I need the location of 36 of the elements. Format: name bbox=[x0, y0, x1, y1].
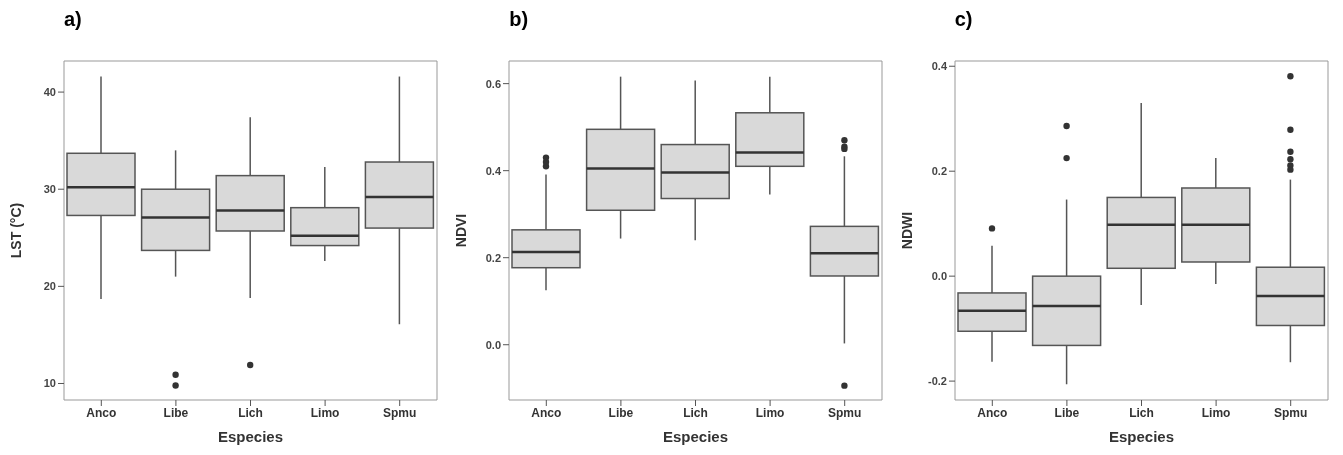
y-tick-label: 30 bbox=[43, 183, 56, 196]
x-tick-label: Anco bbox=[976, 405, 1007, 420]
y-axis-title: NDWI bbox=[898, 211, 915, 250]
x-tick-label: Libe bbox=[608, 405, 634, 420]
y-axis-title: NDVI bbox=[453, 213, 470, 248]
y-tick-label: 0.0 bbox=[486, 338, 502, 351]
x-tick-label: Anco bbox=[531, 405, 562, 420]
y-axis-title: LST (°C) bbox=[7, 202, 24, 259]
chart-title: b) bbox=[509, 8, 529, 31]
chart-title: a) bbox=[64, 8, 82, 31]
x-tick-label: Limo bbox=[756, 405, 785, 420]
y-tick-label: 0.2 bbox=[931, 165, 947, 178]
x-tick-label: Lich bbox=[238, 405, 263, 420]
x-axis-title: Especies bbox=[663, 428, 729, 445]
y-tick-label: 20 bbox=[43, 280, 56, 293]
x-tick-label: Libe bbox=[1054, 405, 1080, 420]
x-axis-title: Especies bbox=[1108, 428, 1174, 445]
x-tick-label: Lich bbox=[1128, 405, 1154, 420]
x-tick-label: Spmu bbox=[383, 405, 417, 420]
x-tick-label: Anco bbox=[86, 405, 117, 420]
y-tick-label: 0.2 bbox=[486, 251, 502, 264]
y-tick-label: 0.6 bbox=[486, 77, 502, 90]
x-tick-label: Limo bbox=[310, 405, 340, 420]
x-tick-label: Lich bbox=[683, 405, 709, 420]
y-tick-label: 0.4 bbox=[931, 60, 948, 73]
y-tick-label: 10 bbox=[43, 377, 56, 390]
y-tick-label: 0.0 bbox=[931, 270, 947, 283]
x-tick-label: Libe bbox=[163, 405, 189, 420]
x-tick-label: Limo bbox=[1201, 405, 1231, 420]
chart-title: c) bbox=[954, 8, 973, 31]
x-axis-title: Especies bbox=[217, 428, 284, 445]
y-tick-label: 40 bbox=[43, 85, 56, 98]
y-tick-label: -0.2 bbox=[927, 375, 947, 388]
x-tick-label: Spmu bbox=[1273, 405, 1308, 420]
x-tick-label: Spmu bbox=[828, 405, 862, 420]
y-tick-label: 0.4 bbox=[486, 164, 503, 177]
